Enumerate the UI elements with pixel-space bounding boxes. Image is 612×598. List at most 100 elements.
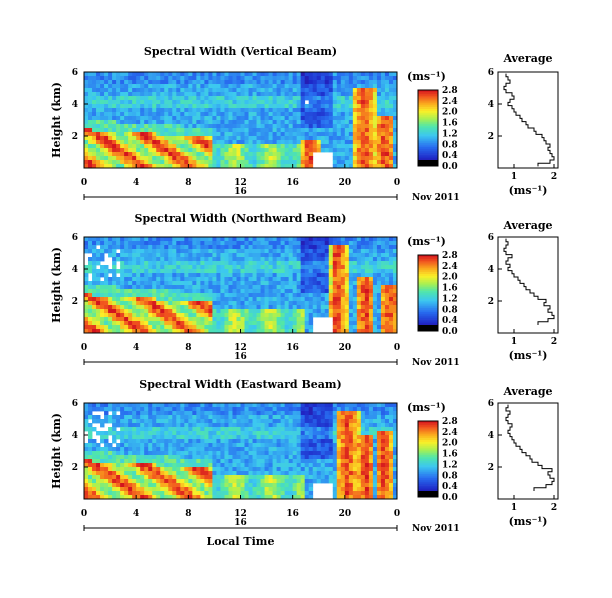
heatmap-cell xyxy=(112,253,117,258)
heatmap-cell xyxy=(364,108,370,113)
heatmap-cell xyxy=(376,156,382,161)
heatmap-cell xyxy=(380,325,386,330)
heatmap-cell xyxy=(184,439,189,444)
heatmap-cell xyxy=(104,491,109,496)
heatmap-cell xyxy=(112,325,117,330)
heatmap-cell xyxy=(392,305,398,310)
heatmap-cell xyxy=(88,455,93,460)
heatmap-cell xyxy=(168,253,173,258)
heatmap-cell xyxy=(128,431,133,436)
heatmap-cell xyxy=(360,76,366,81)
heatmap-cell xyxy=(104,447,109,452)
heatmap-cell xyxy=(136,108,141,113)
colorbar-tick-label: 2.8 xyxy=(442,86,458,96)
heatmap-cell xyxy=(172,463,177,468)
heatmap-cell xyxy=(164,471,169,476)
heatmap-cell xyxy=(308,156,314,161)
heatmap-cell xyxy=(344,92,350,97)
heatmap-cell xyxy=(184,487,189,492)
heatmap-cell xyxy=(356,321,362,326)
heatmap-cell xyxy=(132,144,137,149)
heatmap-cell xyxy=(340,329,346,334)
heatmap-cell xyxy=(180,273,185,278)
heatmap-cell xyxy=(116,160,121,165)
heatmap-cell xyxy=(280,297,286,302)
heatmap-cell xyxy=(208,439,213,444)
heatmap-cell xyxy=(100,293,105,298)
heatmap-cell xyxy=(260,237,265,242)
heatmap-cell xyxy=(380,289,386,294)
heatmap-cell xyxy=(244,96,249,101)
heatmap-cell xyxy=(308,116,314,121)
heatmap-cell xyxy=(208,120,213,125)
heatmap-cell xyxy=(260,435,265,440)
heatmap-cell xyxy=(156,305,161,310)
heatmap-cell xyxy=(304,88,310,93)
heatmap-cell xyxy=(300,132,306,137)
heatmap-cell xyxy=(320,313,326,318)
heatmap-cell xyxy=(196,471,201,476)
heatmap-cell xyxy=(368,112,374,117)
heatmap-cell xyxy=(312,108,318,113)
heatmap-cell xyxy=(196,483,201,488)
heatmap-cell xyxy=(180,253,185,258)
heatmap-cell xyxy=(272,104,278,109)
heatmap-cell xyxy=(236,116,241,121)
heatmap-cell xyxy=(148,459,153,464)
heatmap-cell xyxy=(276,329,282,334)
heatmap-cell xyxy=(160,108,165,113)
heatmap-cell xyxy=(188,455,193,460)
heatmap-cell xyxy=(96,313,101,318)
heatmap-cell xyxy=(168,435,173,440)
heatmap-cell xyxy=(204,447,209,452)
heatmap-cell xyxy=(284,76,290,81)
heatmap-cell xyxy=(124,455,129,460)
heatmap-cell xyxy=(236,467,241,472)
heatmap-cell xyxy=(228,164,233,169)
heatmap-cell xyxy=(256,152,261,157)
heatmap-cell xyxy=(140,467,145,472)
heatmap-cell xyxy=(124,120,129,125)
x-tick-label: 20 xyxy=(339,343,352,353)
heatmap-cell xyxy=(340,317,346,322)
heatmap-cell xyxy=(144,164,149,169)
heatmap-cell xyxy=(308,100,314,105)
heatmap-cell xyxy=(164,92,169,97)
heatmap-cell xyxy=(248,309,253,314)
heatmap-cell xyxy=(360,72,366,77)
heatmap-cell xyxy=(300,313,306,318)
heatmap-cell xyxy=(244,72,249,77)
heatmap-cell xyxy=(160,423,165,428)
heatmap-cell xyxy=(216,136,221,141)
heatmap-cell xyxy=(308,108,314,113)
heatmap-cell xyxy=(280,309,286,314)
heatmap-cell xyxy=(308,329,314,334)
heatmap-cell xyxy=(168,329,173,334)
heatmap-cell xyxy=(188,317,193,322)
heatmap-cell xyxy=(224,277,229,282)
heatmap-cell xyxy=(144,301,149,306)
heatmap-cell xyxy=(168,269,173,274)
heatmap-cell xyxy=(164,237,169,242)
heatmap-cell xyxy=(232,273,237,278)
heatmap-cell xyxy=(216,273,221,278)
heatmap-cell xyxy=(168,100,173,105)
heatmap-cell xyxy=(380,249,386,254)
heatmap-cell xyxy=(200,164,205,169)
heatmap-cell xyxy=(240,463,245,468)
colorbar-segment xyxy=(418,145,438,148)
heatmap-cell xyxy=(140,423,145,428)
heatmap-cell xyxy=(380,76,386,81)
heatmap-cell xyxy=(84,479,89,484)
heatmap-cell xyxy=(348,148,354,153)
heatmap-cell xyxy=(212,471,217,476)
heatmap-cell xyxy=(320,297,326,302)
heatmap-cell xyxy=(132,100,137,105)
heatmap-cell xyxy=(224,152,229,157)
heatmap-cell xyxy=(128,301,133,306)
heatmap-cell xyxy=(88,427,93,432)
heatmap-cell xyxy=(172,451,177,456)
heatmap-cell xyxy=(128,427,133,432)
heatmap-cell xyxy=(248,447,253,452)
heatmap-cell xyxy=(164,439,169,444)
